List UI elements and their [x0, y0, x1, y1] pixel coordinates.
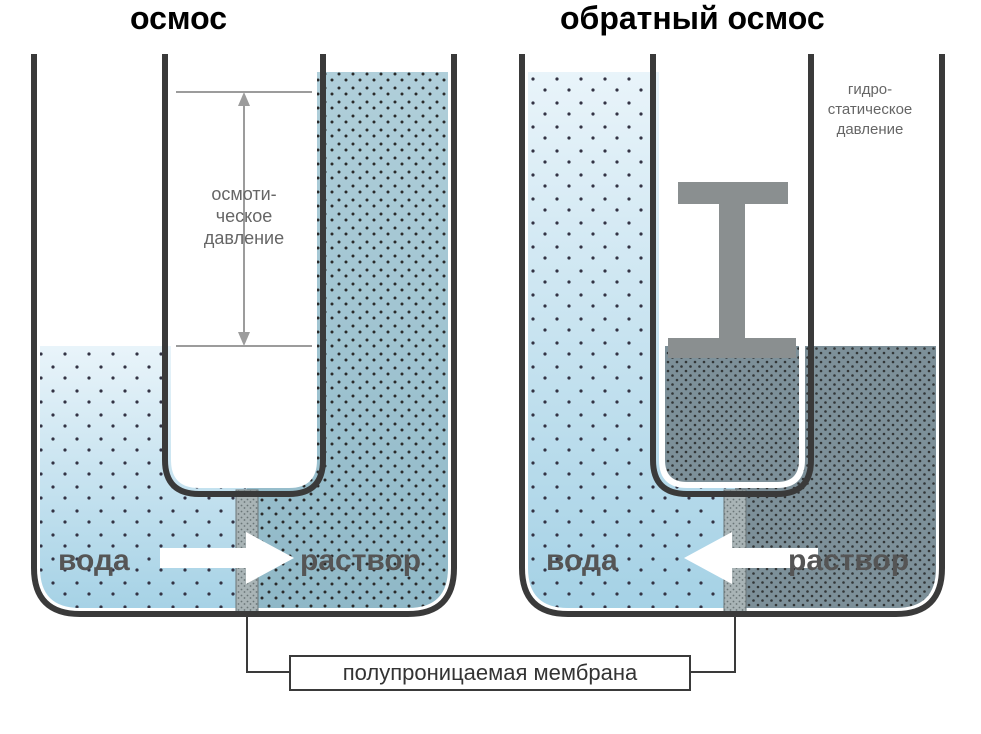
title-left: осмос	[130, 0, 227, 37]
title-right: обратный осмос	[560, 0, 825, 37]
membrane-label: полупроницаемая мембрана	[343, 660, 638, 685]
hydro-label-1: гидро-	[848, 81, 892, 98]
hydro-label-2: статическое	[828, 101, 913, 118]
water-label-left: вода	[58, 544, 130, 577]
left-panel: осмоти- ческое давление вода раствор	[34, 54, 457, 616]
solution-label-left: раствор	[300, 544, 421, 577]
solution-label-right: раствор	[788, 544, 909, 577]
right-panel: гидро- статическое давление вода раствор	[522, 54, 945, 616]
osmotic-label-2: ческое	[216, 206, 273, 226]
osmotic-label-3: давление	[204, 228, 284, 248]
water-label-right: вода	[546, 544, 618, 577]
osmotic-label-1: осмоти-	[211, 184, 276, 204]
piston	[668, 182, 796, 358]
hydro-label-3: давление	[837, 121, 904, 138]
diagram-svg: осмоти- ческое давление вода раствор	[0, 0, 981, 734]
